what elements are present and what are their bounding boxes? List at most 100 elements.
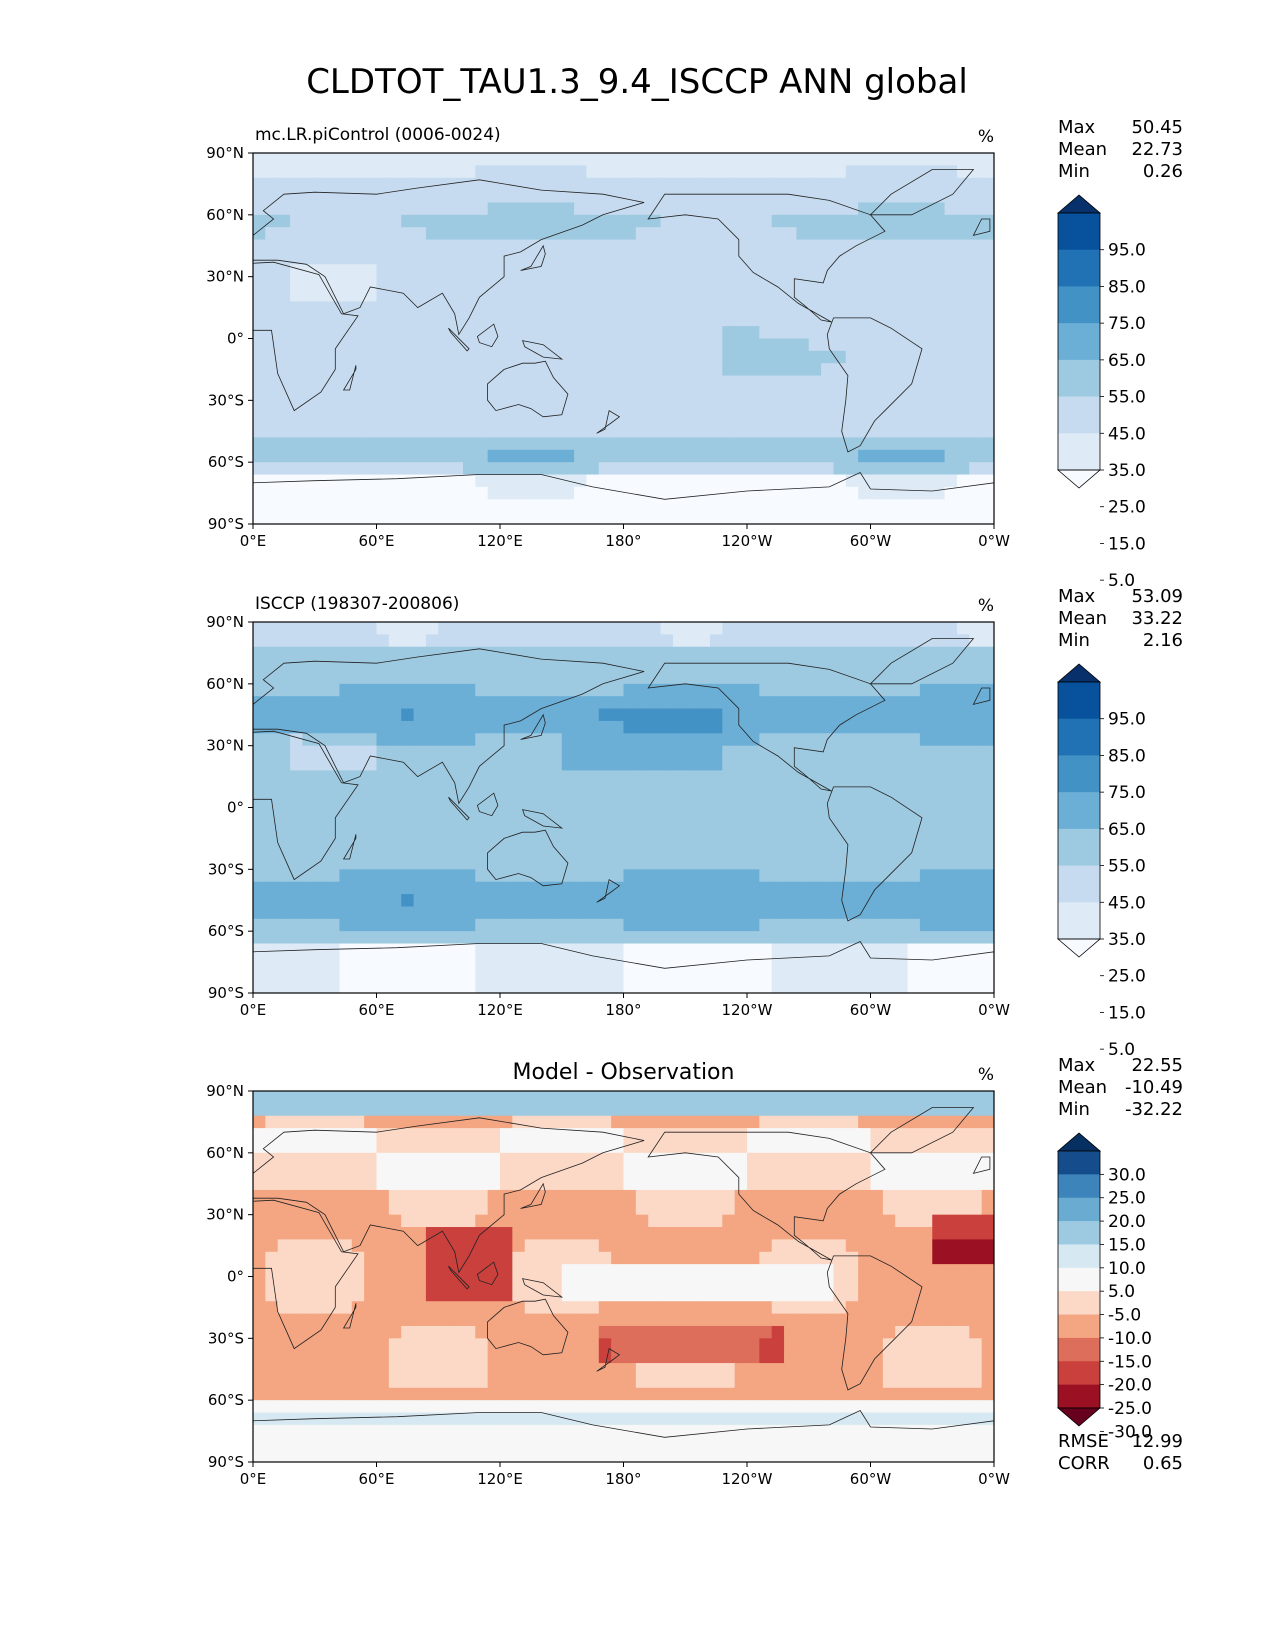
contour-cell <box>697 1239 711 1253</box>
contour-cell <box>425 1091 439 1104</box>
contour-cell <box>697 894 711 908</box>
contour-cell <box>549 425 563 439</box>
contour-cell <box>512 239 526 253</box>
contour-cell <box>895 832 909 846</box>
contour-cell <box>327 449 341 463</box>
contour-cell <box>969 1103 983 1117</box>
contour-cell <box>907 622 921 635</box>
contour-cell <box>487 758 501 771</box>
contour-cell <box>697 1313 711 1327</box>
contour-cell <box>672 671 686 685</box>
contour-cell <box>648 943 662 957</box>
contour-cell <box>771 1103 785 1117</box>
contour-cell <box>500 782 513 796</box>
contour-cell <box>253 807 266 821</box>
contour-cell <box>882 1239 896 1253</box>
contour-cell <box>561 1288 575 1302</box>
contour-cell <box>598 646 612 660</box>
contour-cell <box>265 1103 279 1117</box>
contour-cell <box>685 1115 699 1129</box>
contour-cell <box>253 1128 266 1142</box>
contour-cell <box>907 177 921 191</box>
contour-cell <box>425 227 439 241</box>
contour-cell <box>277 1325 291 1339</box>
contour-cell <box>747 412 760 426</box>
contour-cell <box>512 918 526 932</box>
contour-cell <box>475 1214 489 1228</box>
contour-cell <box>919 239 933 253</box>
contour-cell <box>919 202 933 216</box>
contour-cell <box>697 363 711 377</box>
contour-cell <box>364 400 378 414</box>
contour-cell <box>500 968 513 982</box>
contour-cell <box>549 462 563 476</box>
contour-cell <box>734 425 748 439</box>
contour-cell <box>475 153 489 166</box>
contour-cell <box>845 844 859 858</box>
contour-cell <box>722 462 736 476</box>
contour-cell <box>771 720 785 734</box>
contour-cell <box>265 844 279 858</box>
contour-cell <box>598 511 612 524</box>
contour-cell <box>314 856 328 870</box>
contour-cell <box>722 301 736 315</box>
contour-cell <box>734 968 748 982</box>
contour-cell <box>685 856 699 870</box>
contour-cell <box>796 1140 810 1154</box>
contour-cell <box>438 918 452 932</box>
contour-cell <box>302 499 316 513</box>
contour-cell <box>932 301 946 315</box>
contour-cell <box>549 251 563 265</box>
contour-cell <box>882 511 896 524</box>
contour-cell <box>413 511 427 524</box>
contour-cell <box>339 1091 353 1104</box>
contour-cell <box>586 190 600 204</box>
contour-cell <box>882 313 896 327</box>
colorbar-frame <box>1057 212 1101 471</box>
contour-cell <box>833 251 847 265</box>
contour-cell <box>969 338 983 352</box>
contour-cell <box>302 190 316 204</box>
contour-cell <box>709 980 723 993</box>
contour-cell <box>919 313 933 327</box>
contour-cell <box>277 462 291 476</box>
coastline <box>253 179 645 336</box>
contour-cell <box>747 708 760 722</box>
contour-cell <box>314 1313 328 1327</box>
contour-cell <box>574 400 588 414</box>
y-tick-label: 90°S <box>208 515 244 533</box>
contour-cell <box>845 511 859 524</box>
contour-cell <box>475 881 489 895</box>
contour-cell <box>524 400 538 414</box>
contour-cell <box>450 276 464 290</box>
contour-cell <box>821 499 835 513</box>
contour-cell <box>648 239 662 253</box>
contour-cell <box>956 499 970 513</box>
contour-cell <box>685 1313 699 1327</box>
contour-cell <box>425 1313 439 1327</box>
contour-cell <box>364 683 378 697</box>
contour-cell <box>784 350 797 364</box>
contour-cell <box>919 844 933 858</box>
contour-cell <box>364 819 378 833</box>
contour-cell <box>253 906 266 920</box>
contour-cell <box>672 437 686 451</box>
contour-cell <box>660 239 674 253</box>
contour-cell <box>623 375 637 389</box>
contour-cell <box>808 462 822 476</box>
contour-cell <box>697 758 711 771</box>
contour-cell <box>549 720 563 734</box>
contour-cell <box>747 1189 760 1203</box>
contour-cell <box>290 782 303 796</box>
contour-cell <box>635 1115 649 1129</box>
contour-cell <box>821 251 835 265</box>
contour-cell <box>537 918 550 932</box>
coastline <box>972 687 991 705</box>
contour-cell <box>956 239 970 253</box>
contour-cell <box>290 1091 303 1104</box>
contour-cell <box>932 239 946 253</box>
contour-cell <box>388 1103 402 1117</box>
contour-cell <box>672 968 686 982</box>
contour-cell <box>537 1202 550 1216</box>
contour-cell <box>327 671 341 685</box>
